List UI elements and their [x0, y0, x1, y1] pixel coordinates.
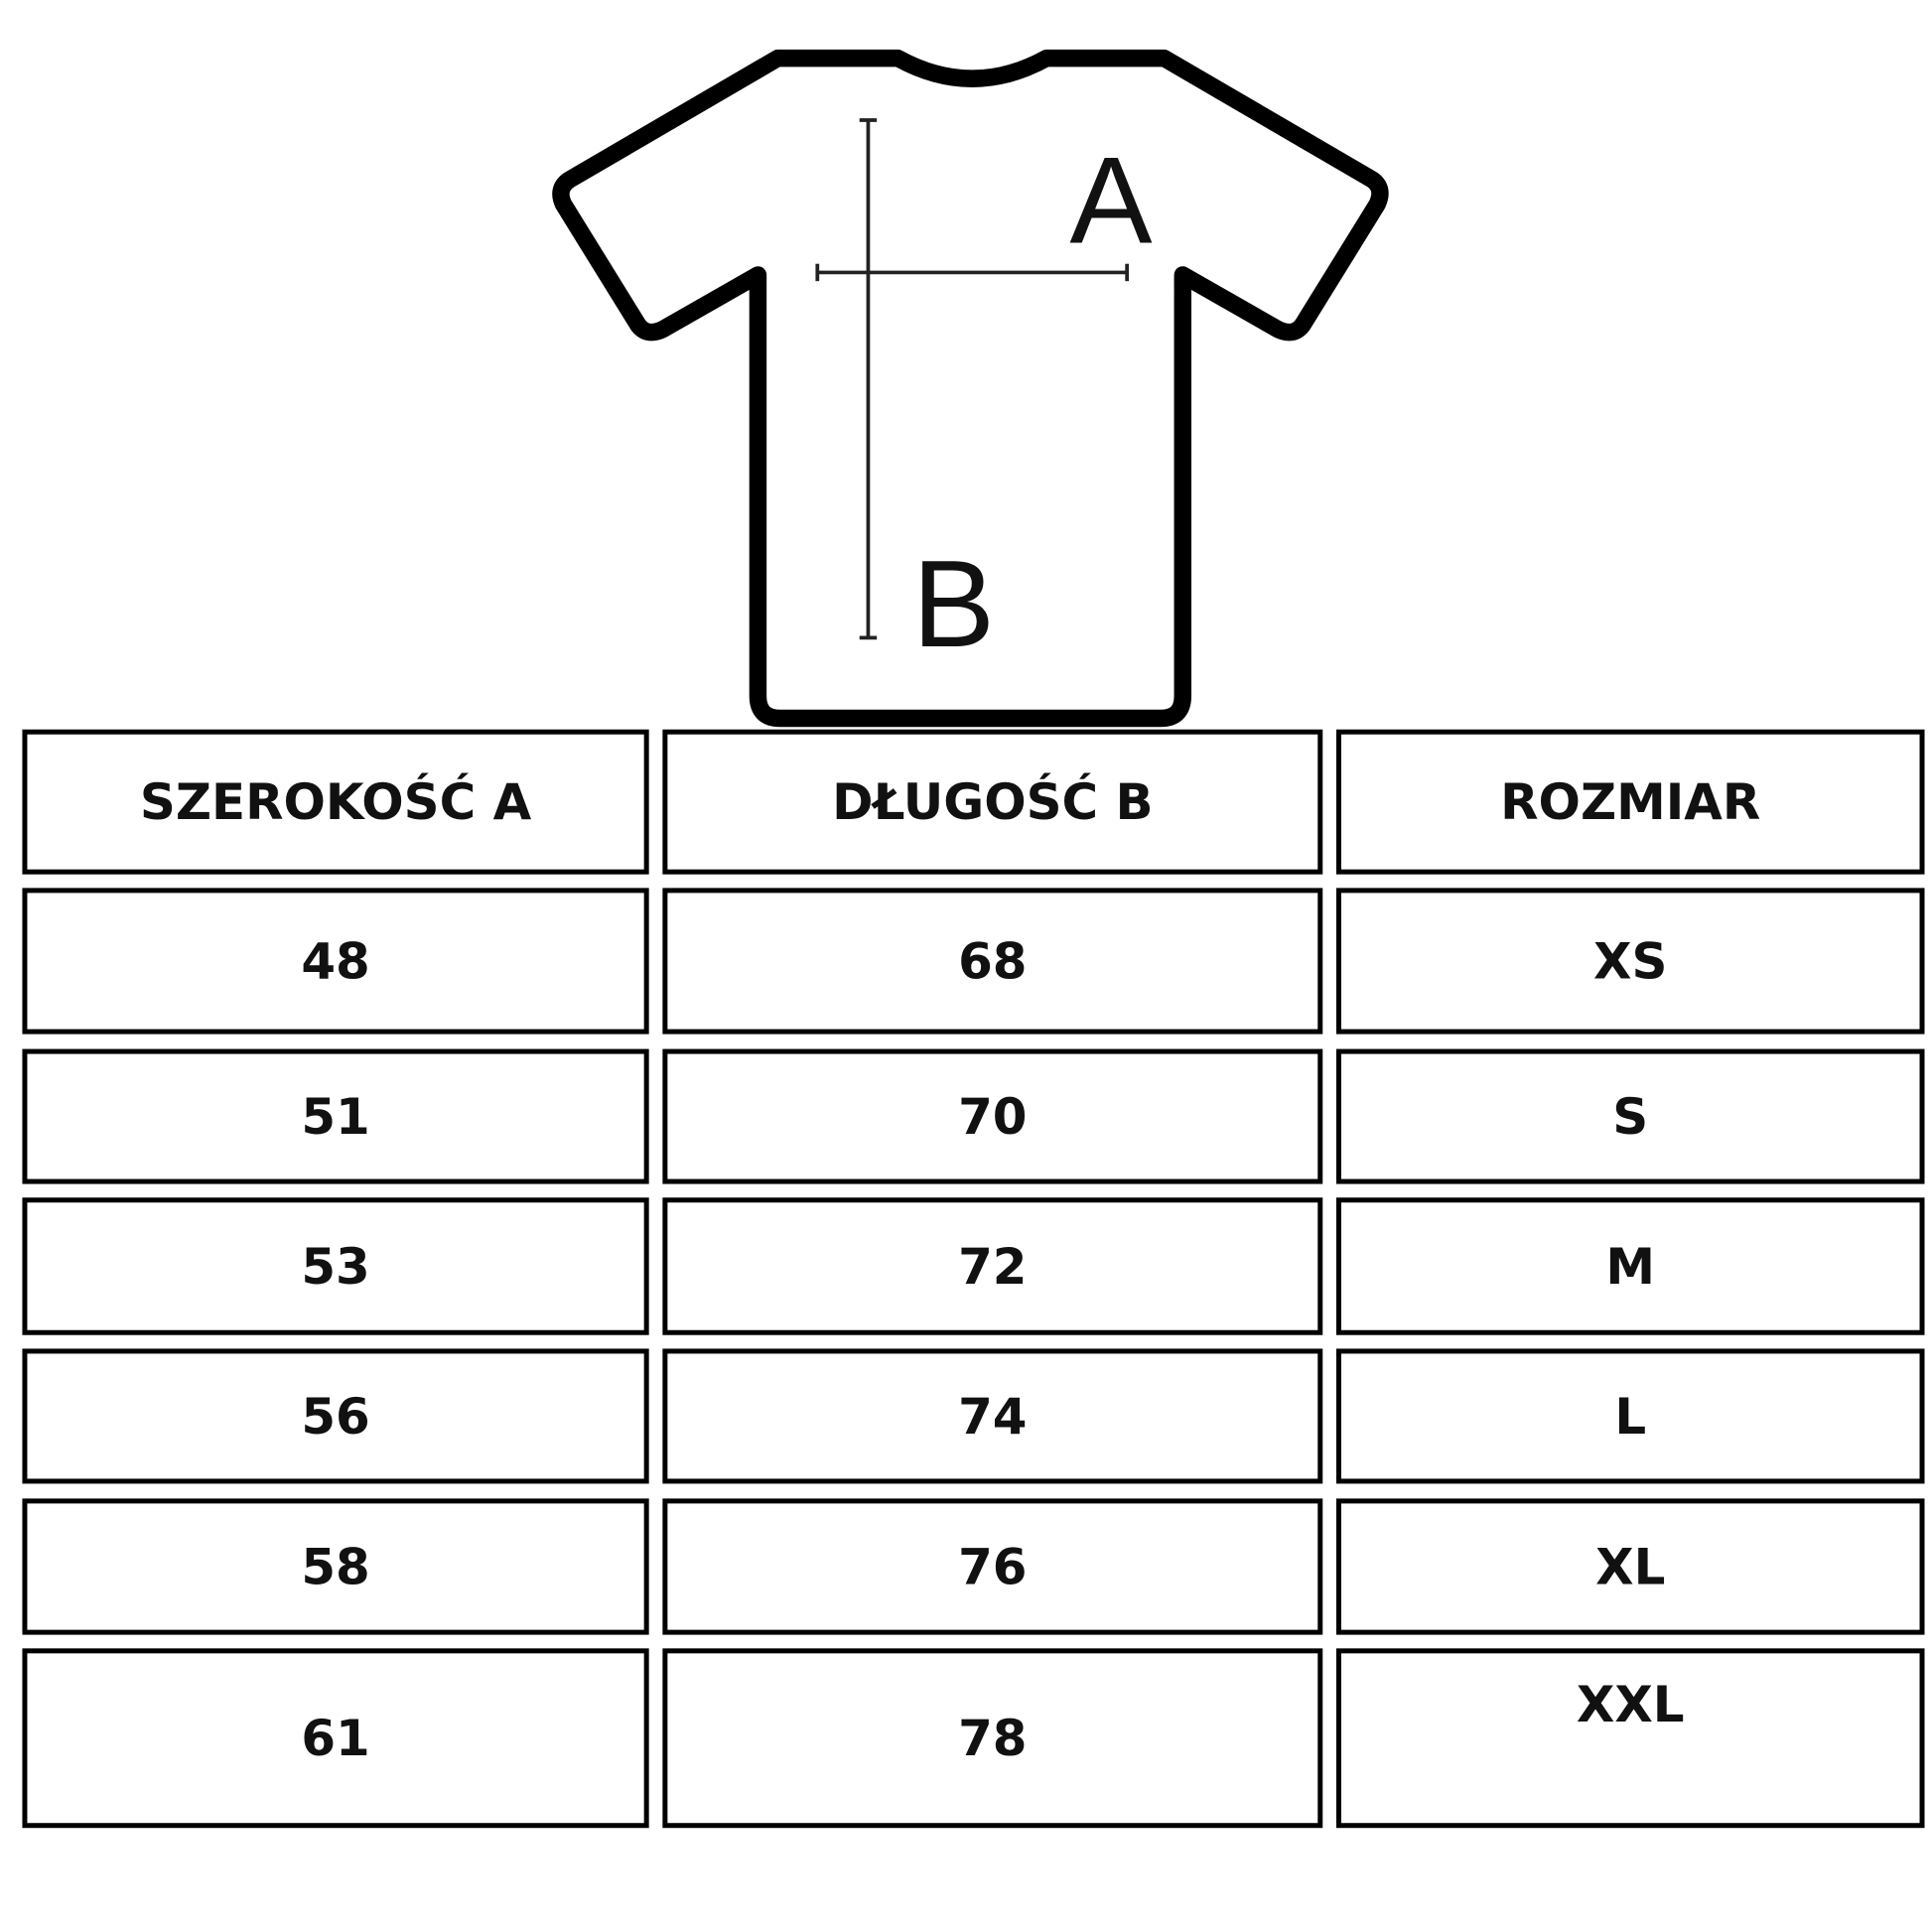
- table-cell: [1335, 888, 1925, 1035]
- cell-size: XL: [1595, 1538, 1665, 1595]
- label-b: B: [912, 535, 995, 673]
- header-size: ROZMIAR: [1500, 773, 1760, 831]
- table-cell: [662, 1648, 1323, 1829]
- size-table: SZEROKOŚĆ A DŁUGOŚĆ B ROZMIAR 48 68 XS 51 70 S 53…: [22, 729, 1925, 1829]
- table-cell: [662, 888, 1323, 1035]
- cell-size: L: [1614, 1388, 1646, 1446]
- cell-length: 70: [958, 1088, 1027, 1146]
- tshirt-icon: A B: [552, 49, 1389, 728]
- header-cell: [22, 729, 649, 875]
- cell-width: 48: [301, 932, 369, 990]
- table-cell: [22, 1197, 649, 1335]
- cell-size: S: [1612, 1088, 1648, 1146]
- table-cell: [22, 1648, 649, 1829]
- cell-size: XXL: [1577, 1676, 1685, 1733]
- table-cell: [662, 1048, 1323, 1184]
- cell-size: XS: [1593, 932, 1667, 990]
- cell-width: 53: [301, 1238, 369, 1296]
- table-cell: [662, 1197, 1323, 1335]
- cell-length: 76: [958, 1538, 1027, 1595]
- table-cell: [22, 1498, 649, 1635]
- table-cell: [1335, 1348, 1925, 1484]
- header-cell: [662, 729, 1323, 875]
- table-cell: [1335, 1048, 1925, 1184]
- cell-length: 78: [958, 1710, 1027, 1767]
- header-length: DŁUGOŚĆ B: [832, 772, 1153, 831]
- table-cell: [1335, 1498, 1925, 1635]
- header-width: SZEROKOŚĆ A: [140, 772, 532, 831]
- table-cell: [22, 888, 649, 1035]
- table-cell: [1335, 1197, 1925, 1335]
- cell-width: 56: [301, 1388, 369, 1446]
- cell-width: 51: [301, 1088, 369, 1146]
- width-measure-line: [815, 263, 1130, 282]
- cell-length: 74: [958, 1388, 1027, 1446]
- table-cell: [22, 1348, 649, 1484]
- table-cell: [662, 1348, 1323, 1484]
- cell-width: 61: [301, 1710, 369, 1767]
- cell-size: M: [1605, 1238, 1655, 1296]
- table-cell: [1335, 1648, 1925, 1829]
- cell-length: 72: [958, 1238, 1027, 1296]
- table-cell: [662, 1498, 1323, 1635]
- label-a: A: [1069, 131, 1152, 269]
- length-measure-line: [859, 118, 878, 640]
- header-cell: [1335, 729, 1925, 875]
- cell-length: 68: [958, 932, 1027, 990]
- table-cell: [22, 1048, 649, 1184]
- cell-width: 58: [301, 1538, 369, 1595]
